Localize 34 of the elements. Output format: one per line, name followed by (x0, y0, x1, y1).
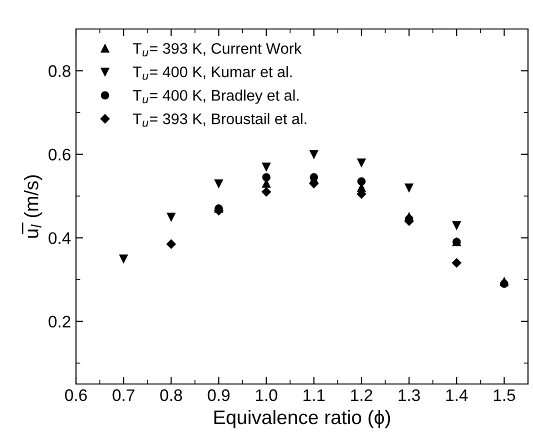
x-tick-label: 0.8 (160, 389, 182, 402)
x-tick-label: 0.6 (65, 389, 87, 402)
x-tick-label: 1.4 (446, 389, 468, 401)
point (166, 239, 176, 249)
point (357, 158, 366, 167)
x-tick-label: 1.2 (351, 389, 372, 401)
x-axis-title: Equivalence ratio (ϕ) (214, 410, 390, 428)
point (500, 280, 508, 288)
legend-label: T$_{u}$= 393 K, Current Work (132, 42, 302, 56)
point (357, 177, 366, 186)
legend-label: T$_{u}$= 400 K, Kumar et al. (132, 66, 292, 80)
x-tick-label: 1.0 (256, 389, 278, 402)
x-tick-label: 1.1 (304, 389, 325, 401)
point (310, 150, 318, 158)
y-tick-label: 0.6 (48, 148, 70, 160)
legend-label: T$_{u}$= 393 K, Broustail et al. (132, 113, 306, 127)
point (166, 212, 176, 222)
point (452, 221, 461, 230)
x-tick-label: 0.7 (112, 389, 134, 402)
point (119, 254, 128, 263)
point (452, 258, 462, 268)
legend-label: T$_{u}$= 400 K, Bradley et al. (132, 90, 299, 104)
y-tick-label: 0.4 (48, 232, 71, 244)
point (262, 162, 270, 171)
x-tick-label: 1.3 (398, 389, 420, 402)
point (262, 173, 270, 182)
point (214, 179, 223, 188)
point (404, 184, 414, 192)
x-tick-label: 0.9 (208, 389, 230, 402)
y-axis-title: u̅$_{l}$ (m/s) (22, 175, 42, 238)
x-tick-label: 1.5 (494, 389, 516, 402)
y-tick-label: 0.2 (48, 316, 70, 328)
point (262, 187, 271, 197)
y-tick-label: 0.8 (48, 65, 70, 77)
